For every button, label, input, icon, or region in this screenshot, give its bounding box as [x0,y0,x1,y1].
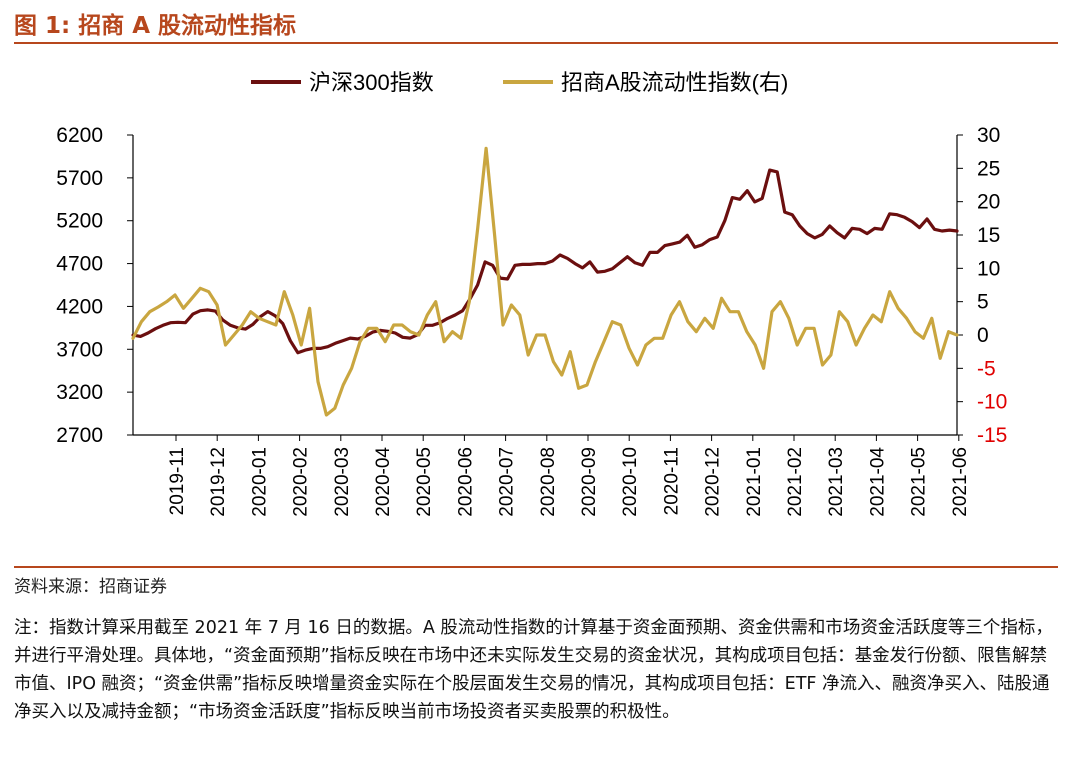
left-tick-label: 2700 [56,424,103,447]
right-tick-label: 15 [977,224,1000,247]
left-tick-label: 5200 [56,210,103,233]
x-tick-label: 2021-06 [950,447,971,517]
x-tick-label: 2021-04 [867,447,888,517]
left-tick-label: 5700 [56,167,103,190]
liquidity-chart: 沪深300指数 招商A股流动性指数(右) 62005700520047004200… [56,70,1007,517]
x-tick-label: 2021-01 [744,447,765,517]
left-tick-label: 4700 [56,253,103,276]
x-tick-label: 2020-10 [620,447,641,517]
series-line-liquidity [131,146,959,417]
x-tick-label: 2020-11 [661,447,682,515]
x-tick-label: 2019-11 [167,447,188,515]
right-tick-label: 25 [977,157,1000,180]
right-tick-label: -10 [977,391,1007,414]
left-tick-label: 3200 [56,381,103,404]
x-tick-label: 2021-05 [909,447,930,517]
right-tick-label: 20 [977,191,1000,214]
x-tick-label: 2020-07 [497,447,518,517]
chart-legend: 沪深300指数 招商A股流动性指数(右) [251,70,788,95]
chart-series [131,146,959,417]
figure-title: 图 1: 招商 A 股流动性指标 [14,13,297,39]
x-tick-label: 2020-03 [332,447,353,517]
left-tick-label: 4200 [56,295,103,318]
x-tick-label: 2020-09 [579,447,600,517]
legend-label-hs300: 沪深300指数 [309,70,434,95]
right-tick-label: 10 [977,257,1000,280]
right-tick-label: 0 [977,324,989,347]
x-tick-label: 2020-01 [249,447,270,517]
chart-axes: 6200 5700 5200 4700 4200 3700 3200 2700 30 25 20 15… [56,124,1007,517]
right-tick-label: 5 [977,291,989,314]
source-rule [14,566,1058,568]
left-tick-label: 6200 [56,124,103,147]
source-text: 资料来源：招商证券 [14,577,167,597]
series-line-hs300 [131,168,959,355]
x-tick-label: 2019-12 [208,447,229,517]
x-tick-label: 2020-05 [414,447,435,517]
right-tick-label: 30 [977,124,1000,147]
x-tick-label: 2021-03 [826,447,847,517]
x-tick-label: 2020-12 [703,447,724,517]
x-tick-label: 2020-02 [291,447,312,517]
title-rule [14,42,1058,44]
x-tick-label: 2020-08 [538,447,559,517]
x-tick-label: 2021-02 [785,447,806,517]
legend-label-liquidity: 招商A股流动性指数(右) [561,70,788,95]
right-tick-label: -15 [977,424,1007,447]
x-tick-label: 2020-04 [373,447,394,517]
x-tick-label: 2020-06 [455,447,476,517]
left-tick-label: 3700 [56,338,103,361]
right-tick-label: -5 [977,357,996,380]
note-text: 注：指数计算采用截至 2021 年 7 月 16 日的数据。A 股流动性指数的计… [14,618,1053,722]
